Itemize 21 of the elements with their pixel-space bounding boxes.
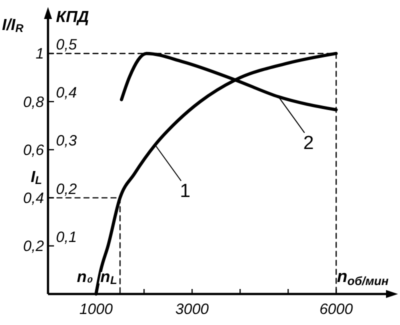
annotation: I$_{L}$ — [30, 168, 42, 188]
y2-tick-label: 0,1 — [56, 228, 77, 246]
annotation: 1 — [180, 180, 190, 202]
y-tick-label: 1 — [36, 46, 44, 63]
x-tick-label: 3000 — [175, 301, 210, 318]
y-tick-label: 0,8 — [23, 94, 45, 111]
y2-tick-label: 0,3 — [56, 132, 78, 150]
y2-tick-label: 0,5 — [56, 36, 78, 54]
annotation: n₀ — [76, 269, 94, 286]
annotation: n$_{L}$ — [100, 269, 118, 288]
y-tick-label: 0,2 — [23, 238, 45, 256]
y2-tick-label: 0,4 — [56, 84, 77, 102]
y-tick-label: 0,4 — [23, 190, 44, 208]
y2-axis-title: КПД — [56, 9, 90, 26]
annotation: 2 — [303, 132, 314, 154]
x-tick-label: 6000 — [319, 301, 354, 318]
y-tick-label: 0,6 — [23, 142, 45, 159]
y-axis-title: I/I$_{R}$ — [2, 17, 24, 36]
x-tick-label: 1000 — [79, 301, 114, 318]
x-axis-title: n$_{об/мин}$ — [337, 267, 389, 288]
y2-tick-label: 0,2 — [56, 180, 78, 198]
